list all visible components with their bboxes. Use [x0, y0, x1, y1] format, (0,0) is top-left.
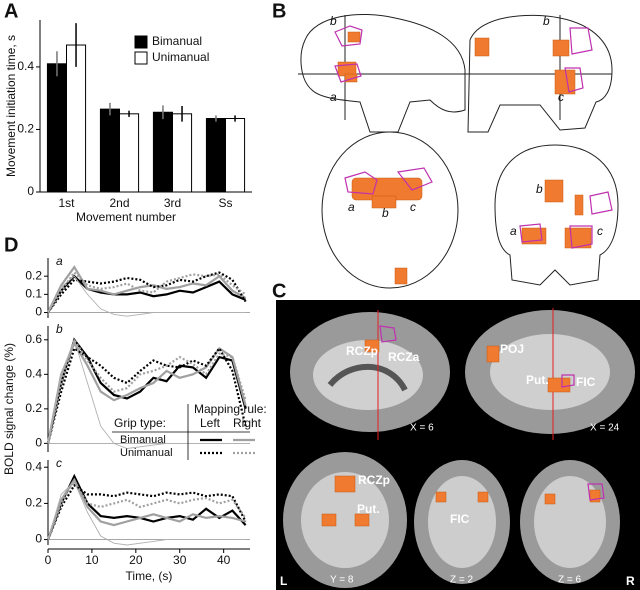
x-tick-label: 20: [129, 553, 143, 567]
y-tick-label: 0: [27, 184, 34, 198]
region-label: b: [543, 14, 550, 28]
legend-label: Unimanual: [152, 50, 209, 64]
region-label: a: [348, 200, 355, 214]
slice-label: Y = 8: [330, 575, 354, 586]
bar: [66, 44, 87, 193]
y-tick-label: 0: [35, 532, 42, 546]
y-tick-label: 0.1: [25, 287, 42, 301]
x-tick-label: 30: [173, 553, 187, 567]
legend-swatch: [134, 35, 148, 49]
slice-label: X = 6: [410, 423, 434, 434]
line-series: [46, 483, 247, 541]
y-tick-label: 0.4: [17, 59, 34, 73]
region-label: a: [510, 224, 517, 238]
bar: [152, 111, 173, 193]
line-series: [46, 340, 247, 444]
y-tick-label: 0.4: [25, 367, 42, 381]
x-tick-label: 1st: [58, 196, 75, 210]
x-tick-label: 3rd: [164, 196, 181, 210]
x-tick-label: Ss: [218, 196, 232, 210]
x-tick-label: 2nd: [109, 196, 129, 210]
bar: [119, 113, 140, 193]
x-tick-label: 10: [85, 553, 99, 567]
slice-label: Z = 6: [558, 575, 582, 586]
panel-label: A: [4, 0, 18, 22]
region-label: Put.: [357, 502, 380, 516]
legend-row: Bimanual: [120, 434, 166, 446]
bar: [46, 63, 67, 193]
x-tick-label: 40: [217, 553, 231, 567]
region-label: c: [410, 200, 416, 214]
y-tick-label: 0.2: [25, 496, 42, 510]
y-tick-label: 0.6: [25, 332, 42, 346]
line-series: [47, 271, 247, 314]
y-tick-label: 0: [35, 436, 42, 450]
bar: [205, 118, 226, 193]
slice-label: Z = 2: [450, 575, 474, 586]
legend-swatch: [134, 51, 148, 65]
region-label: b: [330, 14, 337, 28]
panel-label: B: [272, 0, 286, 22]
line-series: [46, 479, 247, 540]
side-label: L: [280, 574, 287, 588]
y-tick-label: 0.2: [25, 268, 42, 282]
region-label: FIC: [450, 512, 470, 526]
y-tick-label: 0.4: [25, 459, 42, 473]
region-label: RCZp: [358, 473, 390, 487]
y-tick-label: 0: [35, 305, 42, 319]
x-axis-label: Time, (s): [126, 569, 173, 583]
region-label: RCZa: [388, 350, 420, 364]
line-series: [47, 480, 246, 546]
region-label: FIC: [576, 375, 596, 389]
subplot-label: a: [56, 254, 63, 268]
subplot-label: c: [56, 456, 62, 470]
panel-label: C: [272, 280, 286, 302]
line-series: [47, 338, 246, 449]
subplot-label: b: [56, 322, 63, 336]
mri-panel: RCZp RCZa X = 6 POJ Put. FIC X = 24 RCZp…: [276, 300, 640, 590]
region-label: a: [330, 90, 337, 104]
region-label: c: [597, 224, 603, 238]
bar: [99, 108, 120, 193]
legend-column: Left: [200, 416, 221, 430]
panel-label: D: [4, 234, 18, 256]
region-label: POJ: [500, 342, 524, 356]
y-axis-label: Movement initiation time, s: [4, 35, 18, 177]
side-label: R: [626, 574, 635, 588]
x-tick-label: 0: [45, 553, 52, 567]
legend-heading: Grip type:: [114, 416, 166, 430]
legend-column: Right: [233, 416, 262, 430]
region-label: RCZp: [346, 344, 378, 358]
glass-brain-panel: b a b c a b c b a c: [298, 13, 619, 289]
slice-label: X = 24: [590, 423, 620, 434]
region-label: b: [536, 182, 543, 196]
x-axis-label: Movement number: [76, 210, 176, 224]
y-axis-label: BOLD signal change (%): [2, 343, 16, 475]
y-tick-label: 0.2: [25, 401, 42, 415]
line-series: [46, 337, 247, 444]
region-label: b: [382, 206, 389, 220]
y-tick-label: 0.2: [17, 122, 34, 136]
legend-label: Bimanual: [152, 34, 202, 48]
line-series: [47, 274, 247, 314]
legend-row: Unimanual: [120, 447, 173, 459]
legend-heading: Mapping rule:: [194, 402, 267, 416]
region-label: c: [558, 90, 564, 104]
line-series: [47, 275, 246, 317]
line-series: [46, 346, 247, 444]
region-label: Put.: [526, 373, 549, 387]
bar: [225, 118, 246, 193]
bar: [172, 113, 193, 193]
line-series: [47, 270, 247, 314]
